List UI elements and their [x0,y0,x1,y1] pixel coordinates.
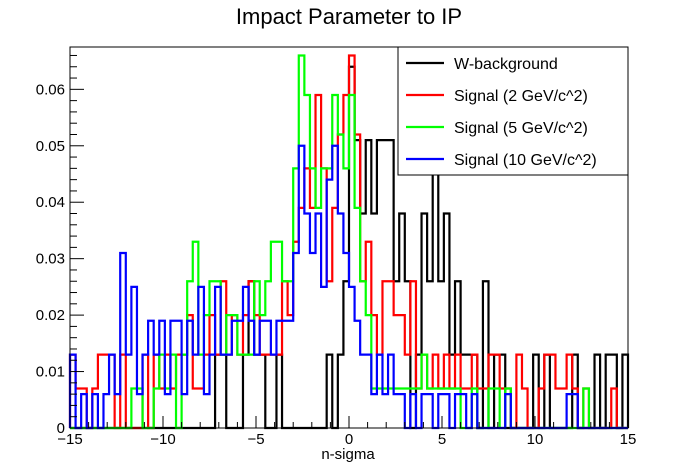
chart-title: Impact Parameter to IP [236,4,462,29]
y-tick-label: 0.03 [36,251,65,268]
x-tick-label: −15 [57,431,82,448]
y-tick-label: 0 [57,420,65,437]
legend-label: Signal (10 GeV/c^2) [454,152,597,169]
legend-label: Signal (2 GeV/c^2) [454,88,588,105]
series-line-2 [70,54,628,430]
x-tick-label: 5 [438,431,446,448]
x-axis-title: n-sigma [321,446,375,463]
y-tick-label: 0.01 [36,364,65,381]
x-tick-label: −5 [247,431,264,448]
x-tick-label: −10 [150,431,175,448]
axes-layer: −15 −10 −5 0 5 10 15 0 0.01 0.02 0.03 0.04 0.05 0.06 [36,46,637,448]
x-tick-label: 10 [527,431,544,448]
y-tick-label: 0.02 [36,307,65,324]
legend-label: W-background [454,56,558,73]
y-tick-label: 0.04 [36,194,65,211]
legend-label: Signal (5 GeV/c^2) [454,120,588,137]
y-tick-label: 0.05 [36,138,65,155]
legend: W-background Signal (2 GeV/c^2) Signal (5 … [397,46,629,176]
legend-box [397,46,629,176]
x-tick-label: 15 [620,431,637,448]
x-tick-label: 0 [345,431,353,448]
y-tick-label: 0.06 [36,81,65,98]
